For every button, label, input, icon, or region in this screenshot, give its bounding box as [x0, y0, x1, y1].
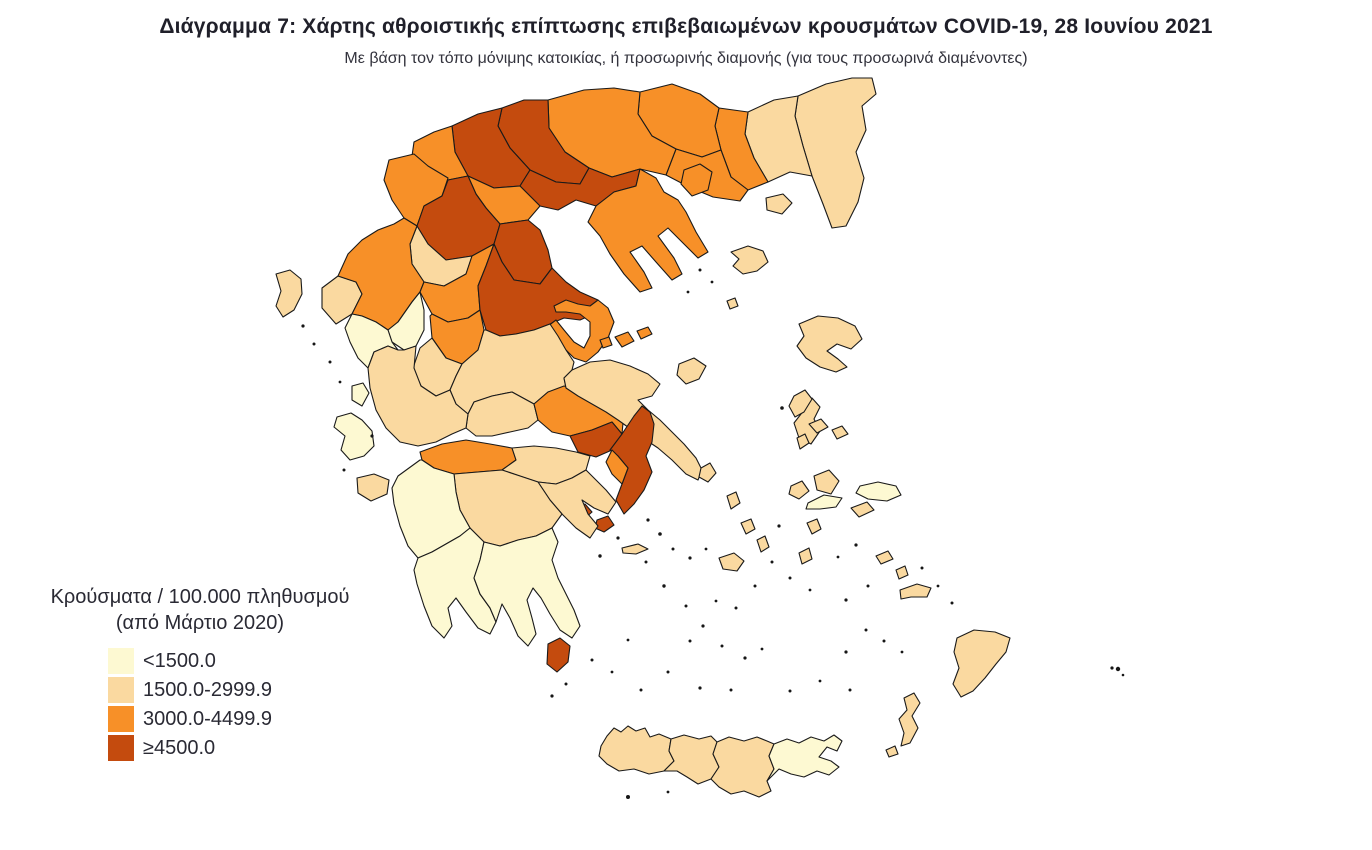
region-serifos: [740, 518, 756, 535]
region-thasos: [680, 163, 713, 197]
region-aetolia-acarnania: [367, 345, 469, 447]
region-heraklio: [710, 736, 775, 798]
region-lefkada: [351, 382, 370, 407]
region-alonnisos: [636, 326, 653, 340]
region-argolida: [537, 469, 617, 539]
page-title: Διάγραμμα 7: Χάρτης αθροιστικής επίπτωση…: [159, 15, 1213, 38]
region-kos: [899, 583, 932, 600]
region-skyros: [676, 357, 707, 385]
legend-item-class-3: 3000.0-4499.9: [108, 706, 396, 732]
region-athens-center: [605, 449, 629, 485]
legend-title-line1: Κρούσματα / 100.000 πληθυσμού: [50, 586, 350, 608]
region-samothraki: [765, 193, 793, 215]
region-lesvos: [796, 315, 863, 373]
region-chania: [598, 725, 675, 775]
region-andros: [788, 389, 813, 418]
region-paros: [788, 480, 810, 500]
region-amorgos: [850, 501, 875, 518]
legend-item-class-1: <1500.0: [108, 648, 396, 674]
region-mykonos: [831, 425, 849, 440]
region-agios-efstratios: [726, 297, 739, 310]
region-sifnos: [756, 535, 770, 553]
region-corfu: [275, 269, 303, 318]
region-kalymnos: [895, 565, 909, 580]
legend-swatch-lt1500: [108, 648, 134, 674]
legend-swatch-3000-4499: [108, 706, 134, 732]
legend-title-line2: (από Μάρτιο 2020): [115, 612, 285, 634]
region-milos: [718, 552, 745, 572]
legend-swatch-1500-2999: [108, 677, 134, 703]
region-zakynthos: [356, 473, 390, 502]
legend-label: 1500.0-2999.9: [143, 678, 273, 701]
region-kythnos: [726, 491, 741, 510]
region-aegina: [594, 515, 615, 533]
legend-label: 3000.0-4499.9: [143, 707, 273, 730]
region-syros: [796, 433, 810, 450]
legend-label: <1500.0: [143, 649, 216, 672]
region-ikaria: [805, 494, 843, 510]
region-skopelos: [614, 331, 635, 348]
region-ios: [806, 518, 822, 535]
legend-item-class-4: ≥4500.0: [108, 735, 396, 761]
region-karpathos: [898, 692, 921, 747]
legend-items: <1500.0 1500.0-2999.9 3000.0-4499.9 ≥450…: [4, 648, 396, 761]
islet-dots: [301, 268, 1125, 799]
region-rhodes: [952, 629, 1011, 698]
region-naxos: [813, 469, 840, 495]
region-lasithi: [766, 734, 843, 782]
legend-swatch-gte4500: [108, 735, 134, 761]
region-hydra: [621, 543, 649, 555]
page-subtitle: Με βάση τον τόπο μόνιμης κατοικίας, ή πρ…: [344, 50, 1028, 67]
region-skiathos: [599, 336, 613, 349]
region-chalkidiki: [587, 168, 709, 293]
region-limnos: [730, 245, 769, 275]
region-kythira: [546, 637, 571, 673]
region-arta: [387, 291, 425, 351]
legend-item-class-2: 1500.0-2999.9: [108, 677, 396, 703]
region-tinos: [808, 418, 829, 434]
region-laconia: [473, 527, 581, 647]
region-astypalea: [875, 550, 894, 565]
region-kea: [698, 462, 717, 483]
region-kefalonia: [333, 412, 375, 461]
region-messinia: [413, 527, 497, 639]
legend-label: ≥4500.0: [143, 736, 216, 759]
region-santorini: [798, 547, 813, 565]
region-kasos: [885, 745, 899, 758]
legend: Κρούσματα / 100.000 πληθυσμού (από Μάρτι…: [4, 584, 396, 764]
region-evros: [794, 77, 877, 229]
legend-title: Κρούσματα / 100.000 πληθυσμού (από Μάρτι…: [4, 584, 396, 636]
region-samos: [855, 481, 902, 502]
